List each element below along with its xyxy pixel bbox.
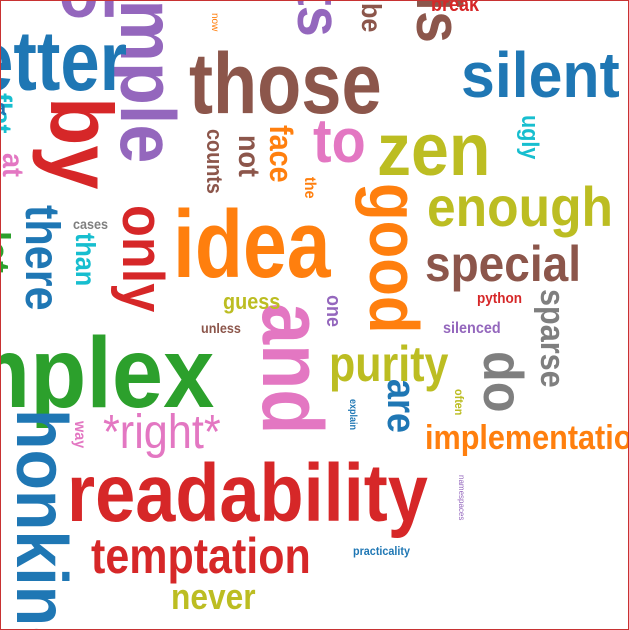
word: silent — [461, 39, 620, 111]
word: not — [232, 135, 265, 177]
word: *right* — [103, 406, 221, 459]
word: those — [189, 36, 382, 132]
word: at — [0, 153, 29, 178]
word: idea — [173, 191, 331, 298]
word: way — [71, 421, 88, 449]
word: readability — [67, 448, 428, 539]
word: unless — [201, 320, 241, 336]
word: practicality — [353, 544, 411, 558]
word: let — [0, 231, 17, 274]
word: cases — [73, 216, 109, 232]
word: sparse — [533, 289, 571, 388]
word: now — [209, 13, 220, 32]
word: better — [1, 14, 128, 108]
word: of — [59, 1, 120, 29]
word: python — [477, 290, 522, 307]
word: to — [313, 107, 366, 176]
word: explain — [347, 399, 358, 431]
word: the — [301, 177, 318, 199]
word: there — [15, 205, 68, 311]
word: silenced — [443, 320, 501, 337]
word: never — [171, 576, 256, 617]
word: do — [472, 351, 535, 413]
word: a — [1, 97, 6, 119]
word: special — [425, 236, 581, 292]
word: are — [379, 379, 423, 434]
word: face — [263, 125, 299, 183]
word: purity — [329, 336, 449, 392]
word: good — [355, 183, 433, 334]
word: be — [356, 3, 387, 33]
word: often — [452, 389, 466, 416]
word: one — [322, 295, 344, 328]
word: break — [431, 0, 480, 16]
word: honking — [1, 409, 81, 630]
word: namespaces — [457, 475, 466, 521]
word: guess — [223, 289, 281, 314]
word: complex — [1, 317, 215, 429]
word: implementation — [425, 419, 629, 457]
word: than — [70, 233, 101, 287]
word: beats — [284, 1, 353, 37]
word: ugly — [516, 115, 543, 160]
word: enough — [427, 175, 614, 238]
word: only — [110, 205, 175, 313]
word: by — [32, 97, 131, 190]
word: counts — [202, 129, 227, 194]
word: temptation — [91, 528, 311, 584]
word: zen — [377, 108, 491, 191]
